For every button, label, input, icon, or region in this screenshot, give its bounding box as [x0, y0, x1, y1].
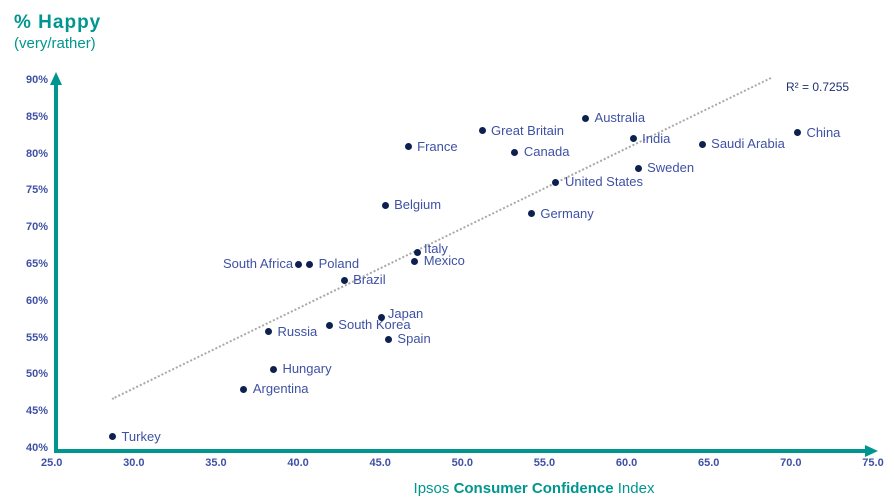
y-tick-label: 90% [25, 74, 48, 86]
y-tick-label: 85% [25, 110, 48, 123]
x-tick-label: 70.0 [780, 457, 802, 469]
point-label-south-korea: South Korea [338, 317, 411, 333]
point-label-great-britain: Great Britain [491, 122, 565, 138]
data-point-italy [414, 249, 422, 257]
data-point-argentina [240, 385, 248, 393]
data-point-south-korea [325, 321, 333, 329]
point-label-france: France [417, 138, 458, 154]
point-label-mexico: Mexico [423, 253, 465, 269]
y-tick-label: 60% [25, 294, 48, 307]
data-point-france [404, 143, 412, 151]
point-label-russia: Russia [277, 323, 318, 339]
y-tick-label: 55% [25, 331, 48, 344]
x-tick-label: 35.0 [205, 457, 227, 469]
point-label-belgium: Belgium [394, 197, 442, 213]
y-axis-subtitle: (very/rather) [14, 34, 96, 52]
point-label-germany: Germany [540, 205, 594, 221]
x-tick-label: 55.0 [533, 457, 556, 469]
x-tick-label: 40.0 [287, 457, 309, 469]
trend-line [112, 77, 772, 400]
x-axis-title-bold: Consumer Confidence [453, 480, 614, 497]
y-tick-label: 70% [25, 221, 48, 234]
point-label-argentina: Argentina [252, 381, 309, 397]
x-tick-label: 25.0 [40, 457, 63, 469]
point-label-brazil: Brazil [353, 272, 386, 288]
data-point-japan [378, 314, 386, 322]
x-tick-label: 50.0 [451, 457, 474, 469]
point-label-hungary: Hungary [282, 361, 332, 377]
x-tick-label: 65.0 [698, 457, 720, 469]
x-axis-title: Ipsos Consumer Confidence Index [0, 480, 894, 497]
data-point-great-britain [478, 127, 486, 135]
x-tick-label: 30.0 [123, 457, 145, 469]
data-point-saudi-arabia [698, 140, 706, 148]
r-squared-label: R² = 0.7255 [786, 80, 850, 94]
data-point-mexico [411, 257, 419, 265]
x-axis-arrow-icon [865, 445, 878, 457]
data-point-china [793, 129, 801, 137]
data-point-brazil [340, 276, 348, 284]
data-point-hungary [269, 365, 277, 373]
point-label-india: India [642, 130, 671, 146]
x-axis-title-prefix: Ipsos [413, 480, 450, 497]
point-label-saudi-arabia: Saudi Arabia [711, 136, 785, 152]
y-tick-label: 65% [25, 258, 48, 270]
point-label-china: China [806, 124, 841, 140]
point-label-united-states: United States [564, 174, 644, 190]
data-point-belgium [381, 201, 389, 209]
data-point-australia [582, 114, 590, 122]
y-tick-label: 50% [25, 368, 48, 381]
data-point-south-africa [294, 260, 302, 268]
x-tick-label: 60.0 [615, 457, 638, 469]
data-point-russia [265, 328, 273, 336]
point-label-japan: Japan [387, 305, 424, 321]
point-label-italy: Italy [423, 240, 448, 256]
y-axis-title: % Happy [14, 12, 102, 33]
data-point-india [629, 135, 637, 143]
data-point-turkey [108, 433, 116, 441]
point-label-australia: Australia [594, 110, 646, 126]
data-point-poland [306, 260, 314, 268]
data-point-sweden [634, 164, 642, 172]
y-tick-label: 80% [25, 147, 48, 160]
chart-title-block: % Happy (very/rather) [14, 12, 101, 53]
y-axis-line [53, 84, 58, 452]
point-label-south-africa: South Africa [222, 256, 294, 271]
point-label-turkey: Turkey [121, 428, 161, 444]
x-axis-title-suffix: Index [617, 480, 655, 497]
data-point-canada [511, 148, 519, 156]
y-tick-label: 40% [25, 442, 48, 454]
y-axis-arrow-icon [49, 72, 62, 85]
point-label-sweden: Sweden [647, 160, 695, 176]
data-point-united-states [552, 178, 560, 186]
x-tick-label: 45.0 [369, 457, 391, 469]
point-label-spain: Spain [397, 331, 431, 347]
data-point-germany [527, 210, 535, 218]
y-tick-label: 75% [25, 184, 48, 197]
x-axis-line [53, 449, 866, 453]
y-tick-label: 45% [25, 405, 48, 418]
x-tick-label: 75.0 [862, 457, 884, 469]
data-point-spain [384, 335, 392, 343]
point-label-poland: Poland [318, 256, 360, 271]
point-label-canada: Canada [523, 144, 570, 160]
